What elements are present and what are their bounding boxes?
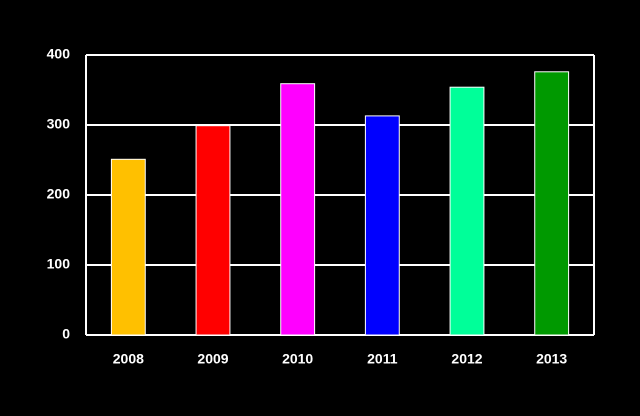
bar [534, 71, 570, 336]
x-tick-label: 2010 [282, 351, 313, 367]
y-tick-label: 200 [47, 186, 71, 202]
x-tick-label: 2009 [197, 351, 228, 367]
x-tick-label: 2008 [113, 351, 144, 367]
bar [449, 86, 485, 336]
y-tick-label: 100 [47, 256, 71, 272]
bar [110, 158, 146, 336]
x-tick-label: 2013 [536, 351, 567, 367]
bar [364, 115, 400, 336]
x-tick-label: 2012 [451, 351, 482, 367]
y-tick-label: 300 [47, 116, 71, 132]
bar [280, 83, 316, 336]
y-tick-label: 0 [62, 326, 70, 342]
bar [195, 125, 231, 336]
y-tick-label: 400 [47, 46, 71, 62]
x-tick-label: 2011 [367, 351, 398, 367]
